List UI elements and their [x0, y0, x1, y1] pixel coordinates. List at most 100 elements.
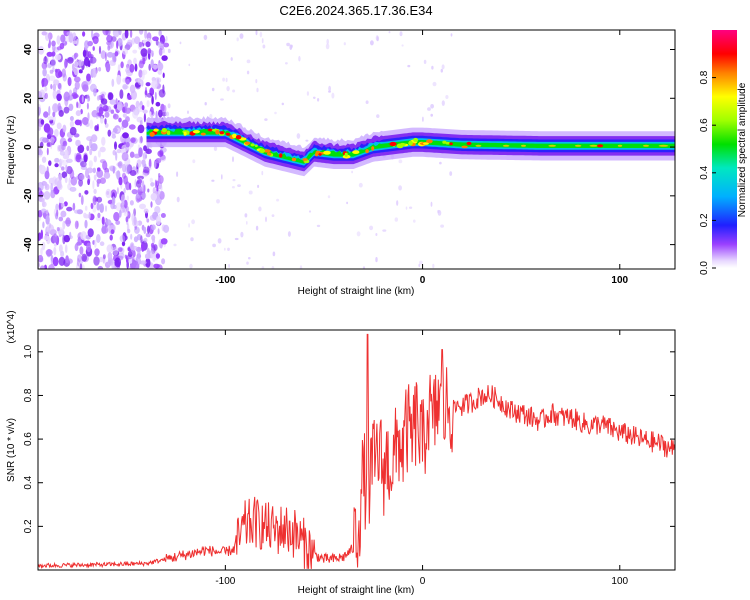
spectrogram-peak: [318, 153, 322, 156]
spectrogram-noise-blob: [146, 247, 150, 253]
spectrogram-noise-blob: [328, 90, 331, 93]
spectrogram-noise-blob: [141, 192, 147, 199]
spectrogram-noise-blob: [92, 36, 99, 44]
spectrogram-noise-blob: [140, 260, 147, 265]
spectrogram-noise-blob: [151, 224, 156, 231]
spectrogram-noise-blob: [107, 129, 112, 137]
spectrogram-noise-blob: [54, 163, 59, 168]
spectrogram-ylabel: Frequency (Hz): [6, 116, 17, 185]
spectrogram-noise-blob: [118, 210, 122, 218]
spectrogram-noise-blob: [313, 96, 316, 100]
x-tick-label: 100: [611, 275, 628, 286]
spectrogram-noise-blob: [449, 171, 453, 176]
spectrogram-peak: [183, 131, 187, 136]
spectrogram-noise-blob: [89, 56, 97, 64]
spectrogram-noise-blob: [131, 189, 138, 195]
spectrogram-noise-blob: [236, 37, 239, 42]
spectrogram-noise-blob: [141, 105, 145, 111]
spectrogram-noise-blob: [93, 155, 98, 163]
colorbar-ticks: 0.0 0.2 0.4 0.6 0.8: [699, 70, 716, 275]
spectrogram-noise-blob: [105, 62, 111, 73]
spectrogram-noise-blob: [134, 63, 138, 72]
spectrogram-noise-blob: [211, 87, 215, 92]
spectrogram-noise-blob: [122, 132, 129, 139]
spectrogram-frame: [37, 29, 676, 270]
colorbar-gradient: [712, 30, 737, 268]
spectrogram-noise-blob: [289, 44, 293, 50]
spectrogram-noise-blob: [40, 119, 45, 125]
spectrogram-noise-blob: [131, 256, 135, 265]
spectrogram-noise-blob: [90, 83, 97, 93]
spectrogram-noise-blob: [129, 200, 134, 206]
spectrogram-noise-blob: [419, 260, 423, 265]
spectrogram-noise-blob: [43, 235, 49, 241]
spectrogram-noise-blob: [137, 175, 144, 180]
spectrogram-noise-blob: [123, 188, 126, 194]
spectrogram-noise-blob: [76, 175, 83, 180]
spectrogram-noise-blob: [237, 184, 241, 188]
spectrogram-noise-blob: [97, 167, 101, 172]
spectrogram-noise-blob: [157, 150, 164, 157]
spectrogram-peak: [232, 133, 237, 139]
y-tick-label: -40: [23, 237, 34, 252]
spectrogram-noise-blob: [90, 143, 98, 152]
spectrogram-noise-blob: [143, 237, 148, 243]
spectrogram-noise-blob: [83, 56, 90, 67]
spectrogram-noise-blob: [74, 76, 81, 83]
spectrogram-noise-blob: [63, 234, 71, 243]
spectrogram-noise-blob: [272, 251, 276, 257]
spectrogram-noise-blob: [138, 69, 143, 78]
spectrogram-noise-blob: [176, 196, 180, 203]
spectrogram-noise-blob: [316, 224, 321, 228]
spectrogram-peak: [449, 142, 453, 146]
spectrogram-noise-blob: [58, 244, 63, 252]
spectrogram-noise-blob: [437, 209, 440, 214]
spectrogram-noise-blob: [165, 35, 168, 42]
spectrogram-noise-blob: [157, 175, 164, 184]
spectrogram-noise-blob: [106, 51, 114, 58]
spectrogram-noise-blob: [306, 91, 309, 96]
spectrogram-noise-blob: [138, 179, 142, 184]
spectrogram-noise-blob: [116, 40, 119, 49]
spectrogram-noise-blob: [48, 105, 51, 116]
spectrogram-noise-blob: [351, 170, 353, 174]
spectrogram-noise-blob: [102, 254, 106, 260]
spectrogram-noise-blob: [87, 174, 91, 185]
spectrogram-noise-blob: [143, 208, 149, 214]
spectrogram-noise-blob: [132, 49, 138, 54]
spectrogram-noise-blob: [86, 94, 90, 103]
spectrogram-noise-blob: [98, 67, 102, 72]
spectrogram-noise-blob: [72, 32, 77, 41]
spectrogram-noise-blob: [274, 111, 277, 115]
spectrogram-noise-blob: [39, 136, 47, 143]
spectrogram-noise-blob: [158, 109, 163, 118]
spectrogram-noise-blob: [159, 191, 165, 200]
y-tick-label: 1.0: [23, 344, 34, 358]
spectrogram-noise-blob: [159, 37, 166, 44]
spectrogram-noise-blob: [79, 263, 83, 269]
spectrogram-noise-blob: [440, 224, 444, 228]
spectrogram-noise-blob: [162, 72, 165, 79]
spectrogram-noise-blob: [129, 264, 135, 269]
spectrogram-noise-blob: [106, 191, 110, 195]
spectrogram-noise-blob: [140, 136, 143, 143]
spectrogram-peak: [302, 158, 308, 161]
spectrogram-noise-blob: [264, 118, 268, 121]
spectrogram-peak: [200, 132, 206, 136]
spectrogram-noise-blob: [112, 127, 118, 133]
spectrogram-noise-blob: [58, 196, 64, 204]
spectrogram-noise-blob: [163, 48, 165, 54]
spectrogram-noise-blob: [203, 34, 208, 41]
spectrogram-noise-blob: [155, 215, 162, 226]
spectrogram-noise-blob: [155, 253, 160, 259]
colorbar-tick-label: 0.6: [699, 118, 710, 132]
spectrogram-noise-blob: [227, 247, 230, 251]
spectrogram-noise-blob: [129, 30, 133, 38]
spectrogram-noise-blob: [46, 223, 50, 232]
colorbar-tick-label: 0.4: [699, 165, 710, 179]
spectrogram-noise-blob: [151, 95, 154, 105]
spectrogram-noise-blob: [148, 63, 151, 71]
spectrogram-noise-blob: [76, 241, 82, 246]
spectrogram-noise-blob: [125, 141, 130, 148]
spectrogram-noise-blob: [40, 208, 47, 214]
